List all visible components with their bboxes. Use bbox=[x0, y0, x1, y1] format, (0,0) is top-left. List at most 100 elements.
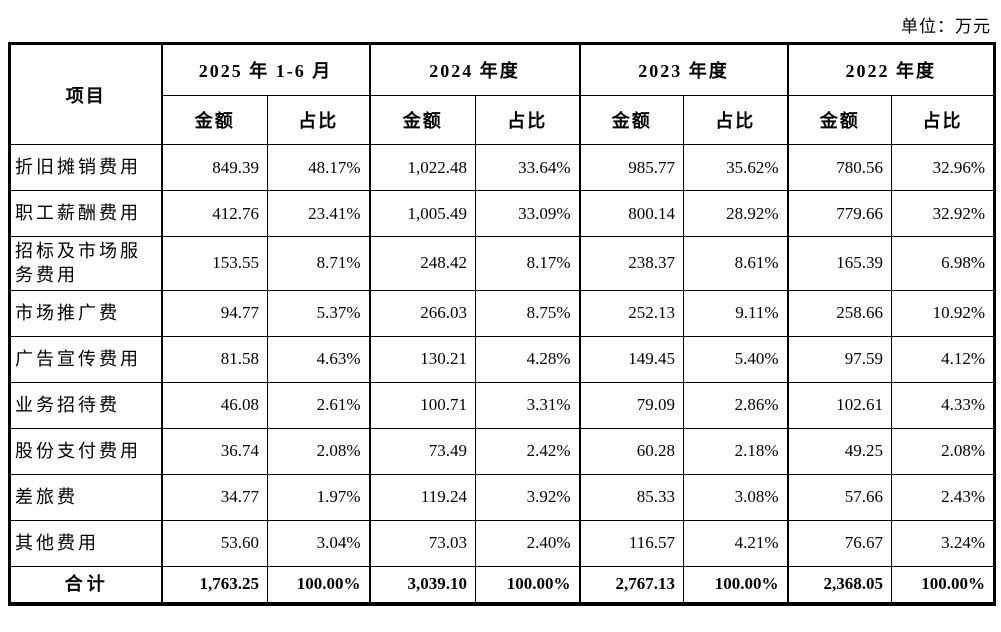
ratio-cell: 100.00% bbox=[683, 565, 788, 605]
table-row: 其他费用 53.60 3.04% 73.03 2.40% 116.57 4.21% 76.67… bbox=[9, 519, 995, 567]
ratio-cell: 2.42% bbox=[475, 427, 580, 475]
amount-cell: 76.67 bbox=[786, 519, 892, 567]
ratio-cell: 2.86% bbox=[683, 381, 788, 429]
table-row: 招标及市场服务费用 153.55 8.71% 248.42 8.17% 238.37 8.6… bbox=[9, 236, 995, 291]
table-row: 业务招待费 46.08 2.61% 100.71 3.31% 79.09 2.86% 102.… bbox=[9, 381, 995, 429]
amount-cell: 266.03 bbox=[368, 289, 476, 337]
col-header-period-2025h1: 2025 年 1-6 月 bbox=[160, 43, 370, 96]
col-header-period-2022: 2022 年度 bbox=[786, 43, 995, 96]
amount-cell: 53.60 bbox=[160, 519, 268, 567]
ratio-cell: 4.21% bbox=[683, 519, 788, 567]
ratio-cell: 23.41% bbox=[267, 190, 370, 237]
amount-cell: 165.39 bbox=[786, 236, 892, 291]
col-header-amount-2023: 金额 bbox=[578, 95, 684, 145]
amount-cell: 60.28 bbox=[578, 427, 684, 475]
ratio-cell: 4.28% bbox=[475, 335, 580, 383]
period-header-row: 项目 2025 年 1-6 月 2024 年度 2023 年度 2022 年度 bbox=[9, 43, 995, 145]
col-header-item: 项目 bbox=[9, 43, 162, 145]
amount-cell: 116.57 bbox=[578, 519, 684, 567]
amount-cell: 94.77 bbox=[160, 289, 268, 337]
ratio-cell: 8.71% bbox=[267, 236, 370, 291]
row-label: 业务招待费 bbox=[9, 381, 162, 429]
amount-cell: 81.58 bbox=[160, 335, 268, 383]
ratio-cell: 5.40% bbox=[683, 335, 788, 383]
amount-cell: 3,039.10 bbox=[368, 565, 476, 605]
amount-cell: 248.42 bbox=[368, 236, 476, 291]
table-row: 股份支付费用 36.74 2.08% 73.49 2.42% 60.28 2.18% 49.2… bbox=[9, 427, 995, 475]
amount-cell: 73.49 bbox=[368, 427, 476, 475]
col-header-amount-2022: 金额 bbox=[786, 95, 892, 145]
amount-cell: 1,763.25 bbox=[160, 565, 268, 605]
ratio-cell: 6.98% bbox=[891, 236, 995, 291]
ratio-cell: 2.43% bbox=[891, 473, 995, 521]
ratio-cell: 2.08% bbox=[267, 427, 370, 475]
amount-cell: 130.21 bbox=[368, 335, 476, 383]
ratio-cell: 2.18% bbox=[683, 427, 788, 475]
ratio-cell: 100.00% bbox=[891, 565, 995, 605]
col-header-amount-2025h1: 金额 bbox=[160, 95, 268, 145]
row-label: 招标及市场服务费用 bbox=[9, 236, 162, 291]
amount-cell: 149.45 bbox=[578, 335, 684, 383]
ratio-cell: 3.04% bbox=[267, 519, 370, 567]
row-label: 股份支付费用 bbox=[9, 427, 162, 475]
ratio-cell: 8.61% bbox=[683, 236, 788, 291]
ratio-cell: 28.92% bbox=[683, 190, 788, 237]
amount-cell: 102.61 bbox=[786, 381, 892, 429]
total-label: 合计 bbox=[9, 565, 162, 605]
ratio-cell: 3.24% bbox=[891, 519, 995, 567]
amount-cell: 119.24 bbox=[368, 473, 476, 521]
amount-cell: 79.09 bbox=[578, 381, 684, 429]
subheader-row: 金额 占比 金额 占比 金额 占比 金额 占比 bbox=[10, 95, 995, 145]
total-row: 合计 1,763.25 100.00% 3,039.10 100.00% 2,767.13… bbox=[9, 565, 995, 605]
ratio-cell: 33.64% bbox=[475, 144, 580, 191]
amount-cell: 49.25 bbox=[786, 427, 892, 475]
ratio-cell: 8.75% bbox=[475, 289, 580, 337]
col-header-amount-2024: 金额 bbox=[368, 95, 476, 145]
ratio-cell: 33.09% bbox=[475, 190, 580, 237]
ratio-cell: 10.92% bbox=[891, 289, 995, 337]
amount-cell: 36.74 bbox=[160, 427, 268, 475]
ratio-cell: 3.92% bbox=[475, 473, 580, 521]
amount-cell: 780.56 bbox=[786, 144, 892, 191]
row-label: 差旅费 bbox=[9, 473, 162, 521]
amount-cell: 800.14 bbox=[578, 190, 684, 237]
amount-cell: 46.08 bbox=[160, 381, 268, 429]
ratio-cell: 48.17% bbox=[267, 144, 370, 191]
table-body: 折旧摊销费用 849.39 48.17% 1,022.48 33.64% 985.77 35… bbox=[9, 144, 995, 605]
col-header-ratio-2022: 占比 bbox=[891, 95, 995, 145]
ratio-cell: 4.63% bbox=[267, 335, 370, 383]
table-row: 市场推广费 94.77 5.37% 266.03 8.75% 252.13 9.11% 258… bbox=[9, 289, 995, 337]
amount-cell: 849.39 bbox=[160, 144, 268, 191]
ratio-cell: 2.40% bbox=[475, 519, 580, 567]
amount-cell: 779.66 bbox=[786, 190, 892, 237]
amount-cell: 985.77 bbox=[578, 144, 684, 191]
ratio-cell: 100.00% bbox=[475, 565, 580, 605]
table-row: 差旅费 34.77 1.97% 119.24 3.92% 85.33 3.08% 57.66 2… bbox=[9, 473, 995, 521]
unit-label: 单位：万元 bbox=[901, 17, 991, 36]
ratio-cell: 2.61% bbox=[267, 381, 370, 429]
col-header-period-2023: 2023 年度 bbox=[578, 43, 788, 96]
amount-cell: 85.33 bbox=[578, 473, 684, 521]
row-label: 折旧摊销费用 bbox=[9, 144, 162, 191]
amount-cell: 153.55 bbox=[160, 236, 268, 291]
amount-cell: 258.66 bbox=[786, 289, 892, 337]
amount-cell: 57.66 bbox=[786, 473, 892, 521]
amount-cell: 2,767.13 bbox=[578, 565, 684, 605]
expense-table: 项目 2025 年 1-6 月 2024 年度 2023 年度 2022 年度 … bbox=[8, 42, 996, 607]
ratio-cell: 35.62% bbox=[683, 144, 788, 191]
col-header-ratio-2025h1: 占比 bbox=[267, 95, 370, 145]
ratio-cell: 32.92% bbox=[891, 190, 995, 237]
col-header-ratio-2023: 占比 bbox=[683, 95, 788, 145]
ratio-cell: 1.97% bbox=[267, 473, 370, 521]
row-label: 职工薪酬费用 bbox=[9, 190, 162, 237]
ratio-cell: 3.08% bbox=[683, 473, 788, 521]
amount-cell: 34.77 bbox=[160, 473, 268, 521]
col-header-ratio-2024: 占比 bbox=[475, 95, 580, 145]
row-label: 其他费用 bbox=[9, 519, 162, 567]
amount-cell: 238.37 bbox=[578, 236, 684, 291]
amount-cell: 100.71 bbox=[368, 381, 476, 429]
amount-cell: 1,005.49 bbox=[368, 190, 476, 237]
ratio-cell: 8.17% bbox=[475, 236, 580, 291]
amount-cell: 412.76 bbox=[160, 190, 268, 237]
ratio-cell: 4.33% bbox=[891, 381, 995, 429]
